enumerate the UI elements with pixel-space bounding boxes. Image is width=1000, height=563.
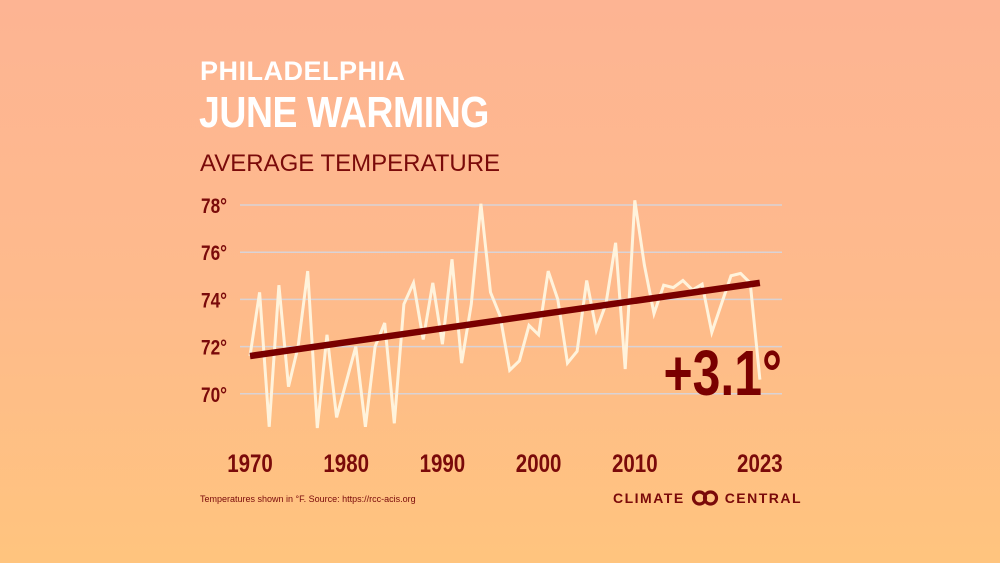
logo-text-left: CLIMATE [613, 490, 685, 506]
y-tick-label: 72° [201, 337, 227, 360]
x-tick-label: 1980 [323, 449, 369, 477]
chart-location: PHILADELPHIA [200, 56, 406, 86]
x-tick-label: 1970 [227, 449, 273, 477]
y-tick-label: 78° [201, 196, 227, 219]
y-tick-label: 76° [201, 243, 227, 266]
source-note: Temperatures shown in °F. Source: https:… [200, 494, 416, 504]
temperature-series-line [248, 200, 762, 429]
y-tick-label: 70° [201, 384, 227, 407]
x-tick-label: 2023 [737, 449, 783, 477]
chart-subtitle: AVERAGE TEMPERATURE [200, 150, 501, 177]
x-tick-label: 1990 [420, 449, 466, 477]
y-tick-label: 74° [201, 290, 227, 313]
x-tick-label: 2000 [516, 449, 562, 477]
climate-central-logo: CLIMATE CENTRAL [613, 490, 802, 506]
x-tick-label: 2010 [612, 449, 658, 477]
logo-rings-icon [691, 490, 718, 506]
chart-title: JUNE WARMING [199, 88, 489, 137]
warming-annotation: +3.1° [664, 338, 782, 409]
trend-line [249, 279, 761, 360]
logo-text-right: CENTRAL [724, 490, 803, 506]
